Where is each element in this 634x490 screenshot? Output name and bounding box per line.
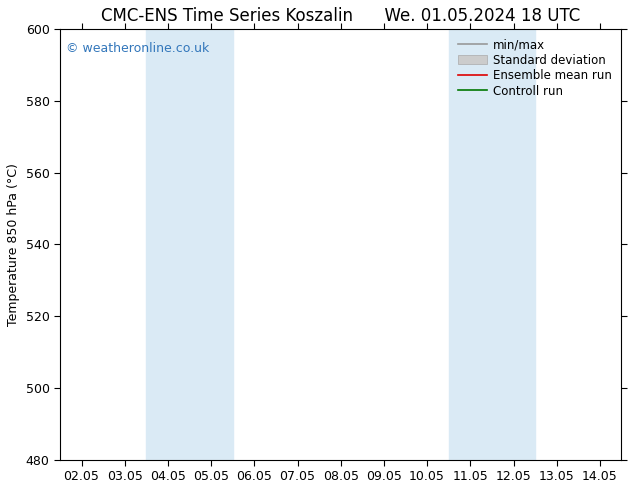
Legend: min/max, Standard deviation, Ensemble mean run, Controll run: min/max, Standard deviation, Ensemble me… [454, 35, 616, 101]
Y-axis label: Temperature 850 hPa (°C): Temperature 850 hPa (°C) [7, 163, 20, 326]
Text: © weatheronline.co.uk: © weatheronline.co.uk [65, 42, 209, 55]
Title: CMC-ENS Time Series Koszalin      We. 01.05.2024 18 UTC: CMC-ENS Time Series Koszalin We. 01.05.2… [101, 7, 580, 25]
Bar [146, 29, 233, 460]
Bar [449, 29, 535, 460]
